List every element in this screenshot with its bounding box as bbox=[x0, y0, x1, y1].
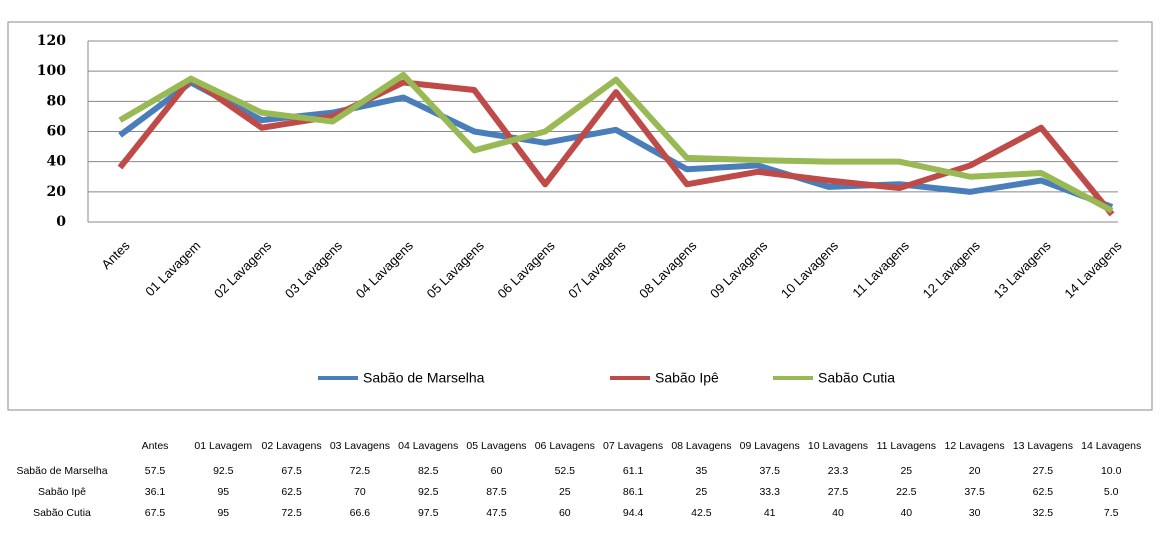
table-cell: 27.5 bbox=[1033, 465, 1054, 477]
table-cell: 61.1 bbox=[623, 465, 644, 477]
table-header: 06 Lavagens bbox=[535, 440, 595, 452]
table-cell: 47.5 bbox=[486, 507, 507, 519]
table-cell: 37.5 bbox=[964, 486, 985, 498]
table-cell: 20 bbox=[969, 465, 981, 477]
table-cell: 37.5 bbox=[759, 465, 780, 477]
table-cell: 35 bbox=[696, 465, 708, 477]
table-cell: 92.5 bbox=[213, 465, 234, 477]
table-cell: 62.5 bbox=[1033, 486, 1054, 498]
table-cell: 67.5 bbox=[145, 507, 166, 519]
legend-label: Sabão de Marselha bbox=[363, 370, 485, 386]
y-tick-label: 40 bbox=[47, 154, 67, 170]
y-tick-label: 60 bbox=[47, 124, 67, 140]
table-cell: 42.5 bbox=[691, 507, 712, 519]
table-cell: 86.1 bbox=[623, 486, 644, 498]
table-cell: 5.0 bbox=[1104, 486, 1119, 498]
y-tick-label: 120 bbox=[37, 33, 66, 49]
table-cell: 25 bbox=[559, 486, 571, 498]
table-header: Antes bbox=[142, 440, 169, 452]
y-tick-label: 80 bbox=[47, 93, 67, 109]
table-cell: 97.5 bbox=[418, 507, 439, 519]
table-cell: 33.3 bbox=[759, 486, 780, 498]
legend-label: Sabão Ipê bbox=[655, 370, 719, 386]
table-cell: 57.5 bbox=[145, 465, 166, 477]
table-cell: 60 bbox=[559, 507, 571, 519]
y-tick-label: 0 bbox=[56, 214, 66, 230]
y-tick-label: 20 bbox=[47, 184, 67, 200]
table-header: 01 Lavagem bbox=[194, 440, 252, 452]
table-cell: 27.5 bbox=[828, 486, 849, 498]
chart-frame bbox=[7, 21, 1153, 411]
table-cell: 25 bbox=[696, 486, 708, 498]
table-cell: 82.5 bbox=[418, 465, 439, 477]
table-header: 07 Lavagens bbox=[603, 440, 663, 452]
table-cell: 36.1 bbox=[145, 486, 166, 498]
table-row-label: Sabão Ipê bbox=[38, 486, 86, 498]
table-cell: 10.0 bbox=[1101, 465, 1122, 477]
table-header: 13 Lavagens bbox=[1013, 440, 1073, 452]
table-cell: 95 bbox=[217, 507, 229, 519]
table-header: 10 Lavagens bbox=[808, 440, 868, 452]
table-cell: 72.5 bbox=[281, 507, 302, 519]
table-header: 09 Lavagens bbox=[740, 440, 800, 452]
table-cell: 22.5 bbox=[896, 486, 917, 498]
table-header: 03 Lavagens bbox=[330, 440, 390, 452]
table-header: 04 Lavagens bbox=[398, 440, 458, 452]
table-header: 08 Lavagens bbox=[671, 440, 731, 452]
legend-label: Sabão Cutia bbox=[818, 370, 895, 386]
table-cell: 25 bbox=[900, 465, 912, 477]
table-cell: 30 bbox=[969, 507, 981, 519]
table-header: 14 Lavagens bbox=[1081, 440, 1141, 452]
table-cell: 32.5 bbox=[1033, 507, 1054, 519]
table-cell: 92.5 bbox=[418, 486, 439, 498]
table-header: 11 Lavagens bbox=[877, 440, 936, 452]
table-cell: 52.5 bbox=[555, 465, 576, 477]
table-cell: 70 bbox=[354, 486, 366, 498]
table-cell: 60 bbox=[491, 465, 503, 477]
table-cell: 66.6 bbox=[350, 507, 371, 519]
y-tick-label: 100 bbox=[37, 63, 66, 79]
table-cell: 40 bbox=[900, 507, 912, 519]
table-cell: 87.5 bbox=[486, 486, 507, 498]
table-header: 05 Lavagens bbox=[466, 440, 526, 452]
table-cell: 95 bbox=[217, 486, 229, 498]
table-cell: 94.4 bbox=[623, 507, 644, 519]
table-cell: 23.3 bbox=[828, 465, 849, 477]
table-row-label: Sabão de Marselha bbox=[16, 465, 107, 477]
table-cell: 62.5 bbox=[281, 486, 302, 498]
table-cell: 67.5 bbox=[281, 465, 302, 477]
series-line bbox=[118, 71, 1114, 214]
table-cell: 40 bbox=[832, 507, 844, 519]
table-row-label: Sabão Cutia bbox=[33, 507, 91, 519]
table-header: 12 Lavagens bbox=[945, 440, 1005, 452]
table-header: 02 Lavagens bbox=[262, 440, 322, 452]
table-cell: 72.5 bbox=[350, 465, 371, 477]
table-cell: 7.5 bbox=[1104, 507, 1119, 519]
table-cell: 41 bbox=[764, 507, 776, 519]
